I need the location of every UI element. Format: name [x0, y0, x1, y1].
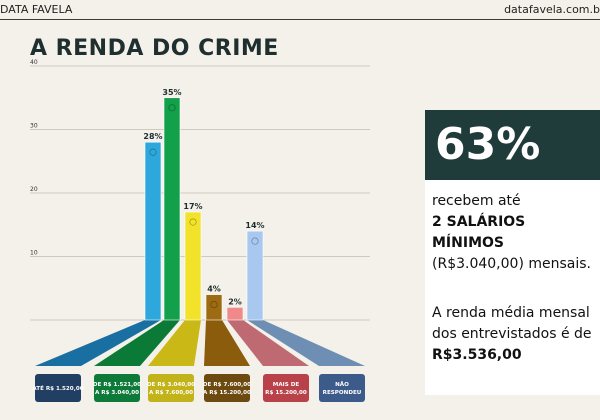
bar-value-label: 28% [143, 132, 162, 141]
highlight-line-2: 2 SALÁRIOS MÍNIMOS [432, 214, 526, 251]
site-url[interactable]: datafavela.com.b [504, 3, 600, 16]
bar-emblem-icon [149, 148, 157, 156]
category-tag [263, 374, 309, 402]
category-tag [319, 374, 365, 402]
category-label: DE R$ 7.600,00 [203, 382, 251, 388]
bar [205, 294, 223, 321]
category-tag [148, 374, 194, 402]
category-label: MAIS DE [273, 382, 300, 388]
y-tick-label: 30 [30, 123, 38, 130]
brand-name: DATA FAVELA [0, 3, 73, 16]
chart-title: A RENDA DO CRIME [30, 36, 279, 61]
category-label: A R$ 3.040,00 [95, 390, 139, 396]
highlight-line-6: R$3.536,00 [432, 347, 522, 363]
highlight-value: 63% [425, 110, 600, 180]
bar-emblem-icon [168, 104, 176, 112]
bar-emblem-icon [210, 301, 218, 309]
top-bar: DATA FAVELA datafavela.com.b [0, 0, 600, 20]
bar-value-label: 17% [183, 202, 202, 211]
bar-projection [247, 320, 365, 366]
bar [163, 97, 181, 321]
category-tag [35, 374, 81, 402]
category-label: A R$ 15.200,00 [203, 390, 251, 396]
highlight-line-4: A renda média mensal [432, 305, 590, 321]
category-label: RESPONDEU [323, 390, 362, 396]
category-label: R$ 15.200,00 [265, 390, 307, 396]
bar-emblem-icon [189, 218, 197, 226]
bar [246, 230, 264, 321]
bar-projection [94, 320, 180, 366]
y-tick-label: 40 [30, 59, 38, 66]
category-label: DE R$ 3.040,00 [147, 382, 195, 388]
category-label: A R$ 7.600,00 [149, 390, 193, 396]
highlight-line-1: recebem até [432, 193, 521, 209]
bar-projection [35, 320, 161, 366]
bar-projection [148, 320, 201, 366]
bar-value-label: 2% [228, 297, 242, 306]
y-tick-label: 10 [30, 250, 38, 257]
highlight-text-2: A renda média mensal dos entrevistados é… [432, 303, 597, 366]
category-tag [204, 374, 250, 402]
highlight-text-1: recebem até 2 SALÁRIOS MÍNIMOS (R$3.040,… [432, 191, 597, 275]
category-tag [94, 374, 140, 402]
bar-value-label: 4% [207, 285, 221, 294]
category-label: ATÉ R$ 1.520,00 [32, 384, 83, 392]
y-tick-label: 20 [30, 186, 38, 193]
bar-projection [204, 320, 250, 366]
bar [144, 141, 162, 321]
category-label: DE R$ 1.521,00 [93, 382, 141, 388]
highlight-line-3: (R$3.040,00) mensais. [432, 256, 591, 272]
bar-projection [227, 320, 309, 366]
bar-value-label: 14% [245, 221, 264, 230]
highlight-line-5: dos entrevistados é de [432, 326, 592, 342]
bar-emblem-icon [251, 237, 259, 245]
bar [184, 211, 202, 321]
bar [226, 306, 244, 321]
bar-value-label: 35% [162, 88, 181, 97]
category-label: NÃO [335, 381, 349, 388]
